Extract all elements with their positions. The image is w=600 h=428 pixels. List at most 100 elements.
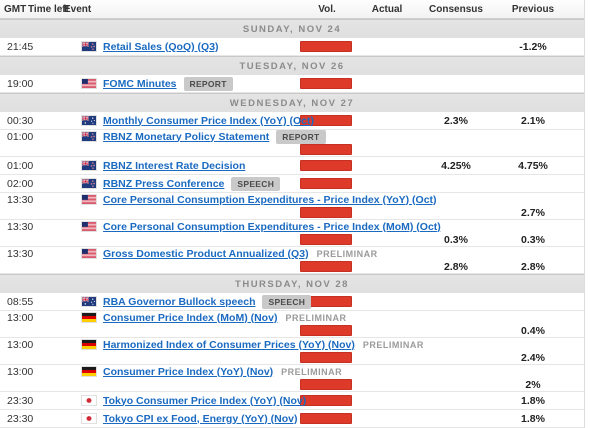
volatility-bar — [300, 395, 352, 406]
vol-cell — [298, 234, 356, 245]
event-link[interactable]: FOMC Minutes — [103, 77, 177, 90]
vol-cell — [298, 352, 356, 363]
event-cell: Consumer Price Index (YoY) (Nov) PRELIMIN… — [64, 366, 572, 378]
event-link[interactable]: Consumer Price Index (YoY) (Nov) — [103, 365, 274, 378]
event-link[interactable]: Tokyo Consumer Price Index (YoY) (Nov) — [103, 394, 307, 407]
flag-nz-icon — [82, 161, 96, 170]
event-row: 13:30 Core Personal Consumption Expenditu… — [0, 193, 584, 220]
event-cell: Tokyo Consumer Price Index (YoY) (Nov) — [64, 395, 306, 407]
event-cell: FOMC Minutes REPORT — [64, 76, 298, 91]
event-time: 23:30 — [7, 394, 34, 407]
event-row: 23:30 Tokyo Consumer Price Index (YoY) (N… — [0, 392, 584, 410]
flag-nz-icon — [82, 179, 96, 188]
consensus-value: 4.25% — [441, 159, 471, 172]
event-link[interactable]: Gross Domestic Product Annualized (Q3) — [103, 247, 309, 260]
event-row: 19:00 FOMC Minutes REPORT — [0, 75, 584, 93]
event-link[interactable]: RBNZ Interest Rate Decision — [103, 159, 246, 172]
event-cell: RBNZ Press Conference SPEECH — [64, 176, 298, 191]
event-link[interactable]: Core Personal Consumption Expenditures -… — [103, 220, 441, 233]
event-time: 00:30 — [7, 114, 34, 127]
volatility-bar — [300, 144, 352, 155]
event-row: 01:00 RBNZ Interest Rate Decision 4.25% 4.7… — [0, 157, 584, 175]
flag-us-icon — [82, 222, 96, 231]
event-time: 13:30 — [7, 247, 34, 260]
event-time: 08:55 — [7, 295, 34, 308]
volatility-bar — [300, 352, 352, 363]
event-cell: Core Personal Consumption Expenditures -… — [64, 194, 572, 206]
event-cell: Retail Sales (QoQ) (Q3) — [64, 41, 298, 53]
event-cell: Gross Domestic Product Annualized (Q3) PR… — [64, 248, 572, 260]
event-tag: PRELIMINAR — [316, 248, 378, 259]
event-row: 13:30 Core Personal Consumption Expenditu… — [0, 220, 584, 247]
column-header-gmt: GMT — [4, 3, 27, 15]
event-link[interactable]: Harmonized Index of Consumer Prices (YoY… — [103, 338, 355, 351]
flag-us-icon — [82, 79, 96, 88]
volatility-bar — [300, 379, 352, 390]
event-badge: REPORT — [276, 129, 326, 144]
vol-cell — [298, 160, 356, 171]
event-row: 13:30 Gross Domestic Product Annualized (… — [0, 247, 584, 274]
event-cell: Core Personal Consumption Expenditures -… — [64, 221, 572, 233]
event-row: 00:30 Monthly Consumer Price Index (YoY) … — [0, 112, 584, 130]
event-cell: RBNZ Interest Rate Decision — [64, 160, 298, 172]
event-link[interactable]: Retail Sales (QoQ) (Q3) — [103, 40, 219, 53]
calendar-body: SUNDAY, NOV 24 21:45 Retail Sales (QoQ) (Q… — [0, 19, 584, 428]
volatility-bar — [300, 207, 352, 218]
previous-value: 1.8% — [521, 394, 545, 407]
vol-cell — [298, 178, 356, 189]
event-badge: SPEECH — [231, 176, 281, 191]
vol-cell — [298, 144, 356, 155]
vol-cell — [298, 207, 356, 218]
volatility-bar — [300, 325, 352, 336]
vol-cell — [298, 78, 356, 89]
event-time: 19:00 — [7, 77, 34, 90]
flag-au-icon — [82, 297, 96, 306]
event-link[interactable]: Core Personal Consumption Expenditures -… — [103, 193, 437, 206]
column-header-event: Event — [64, 3, 92, 15]
previous-value: -1.2% — [519, 40, 547, 53]
consensus-value: 2.8% — [444, 260, 468, 273]
day-separator: TUESDAY, NOV 26 — [0, 56, 584, 75]
event-link[interactable]: RBA Governor Bullock speech — [103, 295, 256, 308]
flag-de-icon — [82, 367, 96, 376]
previous-value: 1.8% — [521, 412, 545, 425]
volatility-bar — [300, 115, 352, 126]
event-link[interactable]: RBNZ Monetary Policy Statement — [103, 130, 270, 143]
event-cell: RBA Governor Bullock speech SPEECH — [64, 294, 312, 309]
event-time: 13:30 — [7, 193, 34, 206]
column-header-time-left: Time left — [28, 3, 69, 15]
volatility-bar — [300, 160, 352, 171]
calendar-header: GMT Time left Event Vol. Actual Consensu… — [0, 0, 584, 19]
event-link[interactable]: Consumer Price Index (MoM) (Nov) — [103, 311, 278, 324]
flag-au-icon — [82, 116, 96, 125]
volatility-bar — [300, 234, 352, 245]
economic-calendar: GMT Time left Event Vol. Actual Consensu… — [0, 0, 585, 428]
volatility-bar — [300, 261, 352, 272]
vol-cell — [298, 261, 356, 272]
event-time: 13:00 — [7, 311, 34, 324]
event-badge: SPEECH — [262, 294, 312, 309]
event-cell: Harmonized Index of Consumer Prices (YoY… — [64, 339, 572, 351]
event-time: 21:45 — [7, 40, 34, 53]
previous-value: 2.4% — [521, 351, 545, 364]
column-header-vol: Vol. — [318, 3, 336, 15]
flag-nz-icon — [82, 42, 96, 51]
event-row: 01:00 RBNZ Monetary Policy Statement REPOR… — [0, 129, 584, 157]
event-cell: Consumer Price Index (MoM) (Nov) PRELIMIN… — [64, 312, 572, 324]
consensus-value: 0.3% — [444, 233, 468, 246]
vol-cell — [298, 325, 356, 336]
vol-cell — [298, 413, 356, 424]
event-link[interactable]: RBNZ Press Conference — [103, 177, 225, 190]
event-link[interactable]: Tokyo CPI ex Food, Energy (YoY) (Nov) — [103, 412, 298, 425]
event-time: 02:00 — [7, 177, 34, 190]
event-link[interactable]: Monthly Consumer Price Index (YoY) (Oct) — [103, 114, 314, 127]
vol-cell — [298, 395, 356, 406]
event-row: 13:00 Harmonized Index of Consumer Prices… — [0, 338, 584, 365]
event-row: 02:00 RBNZ Press Conference SPEECH — [0, 175, 584, 193]
volatility-bar — [300, 178, 352, 189]
event-tag: PRELIMINAR — [281, 366, 343, 377]
previous-value: 0.3% — [521, 233, 545, 246]
consensus-value: 2.3% — [444, 114, 468, 127]
event-badge: REPORT — [183, 76, 233, 91]
flag-de-icon — [82, 313, 96, 322]
